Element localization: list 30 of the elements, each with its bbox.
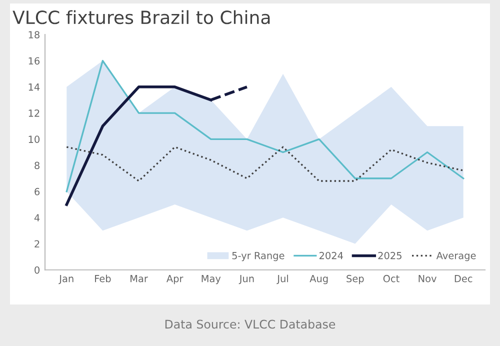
x-tick-label: Mar xyxy=(130,275,148,282)
x-tick-label: Jun xyxy=(238,275,254,284)
y-tick-label: 18 xyxy=(28,31,40,38)
line-series xyxy=(66,146,464,182)
legend-label: 2024 xyxy=(319,252,343,260)
chart-title: VLCC fixtures Brazil to China xyxy=(12,10,270,24)
y-tick-label: 10 xyxy=(28,136,40,143)
y-tick-label: 16 xyxy=(28,57,40,65)
x-tick-label: Apr xyxy=(166,275,184,284)
x-tick-label: Jul xyxy=(276,274,288,284)
y-tick-label: 2 xyxy=(34,240,40,248)
y-tick-label: 12 xyxy=(28,110,40,117)
y-tick-label: 6 xyxy=(34,188,40,196)
y-tick-label: 0 xyxy=(34,266,40,274)
x-tick-label: May xyxy=(202,275,221,284)
line-series xyxy=(66,60,464,192)
x-tick-label: Aug xyxy=(310,275,328,284)
x-tick-label: Dec xyxy=(454,275,472,282)
x-tick-label: Nov xyxy=(418,275,436,282)
y-tick-label: 8 xyxy=(34,162,40,170)
x-tick-label: Oct xyxy=(383,274,400,282)
x-tick-label: Feb xyxy=(95,274,111,282)
x-tick-label: Sep xyxy=(346,274,364,284)
legend-label: Average xyxy=(436,252,476,262)
legend-label: 2025 xyxy=(378,252,402,260)
y-tick-label: 14 xyxy=(28,83,40,91)
legend-label: 5-yr Range xyxy=(232,252,284,262)
y-tick-label: 4 xyxy=(34,214,40,222)
source-note: Data Source: VLCC Database xyxy=(165,320,336,329)
x-tick-label: Jan xyxy=(58,275,74,284)
